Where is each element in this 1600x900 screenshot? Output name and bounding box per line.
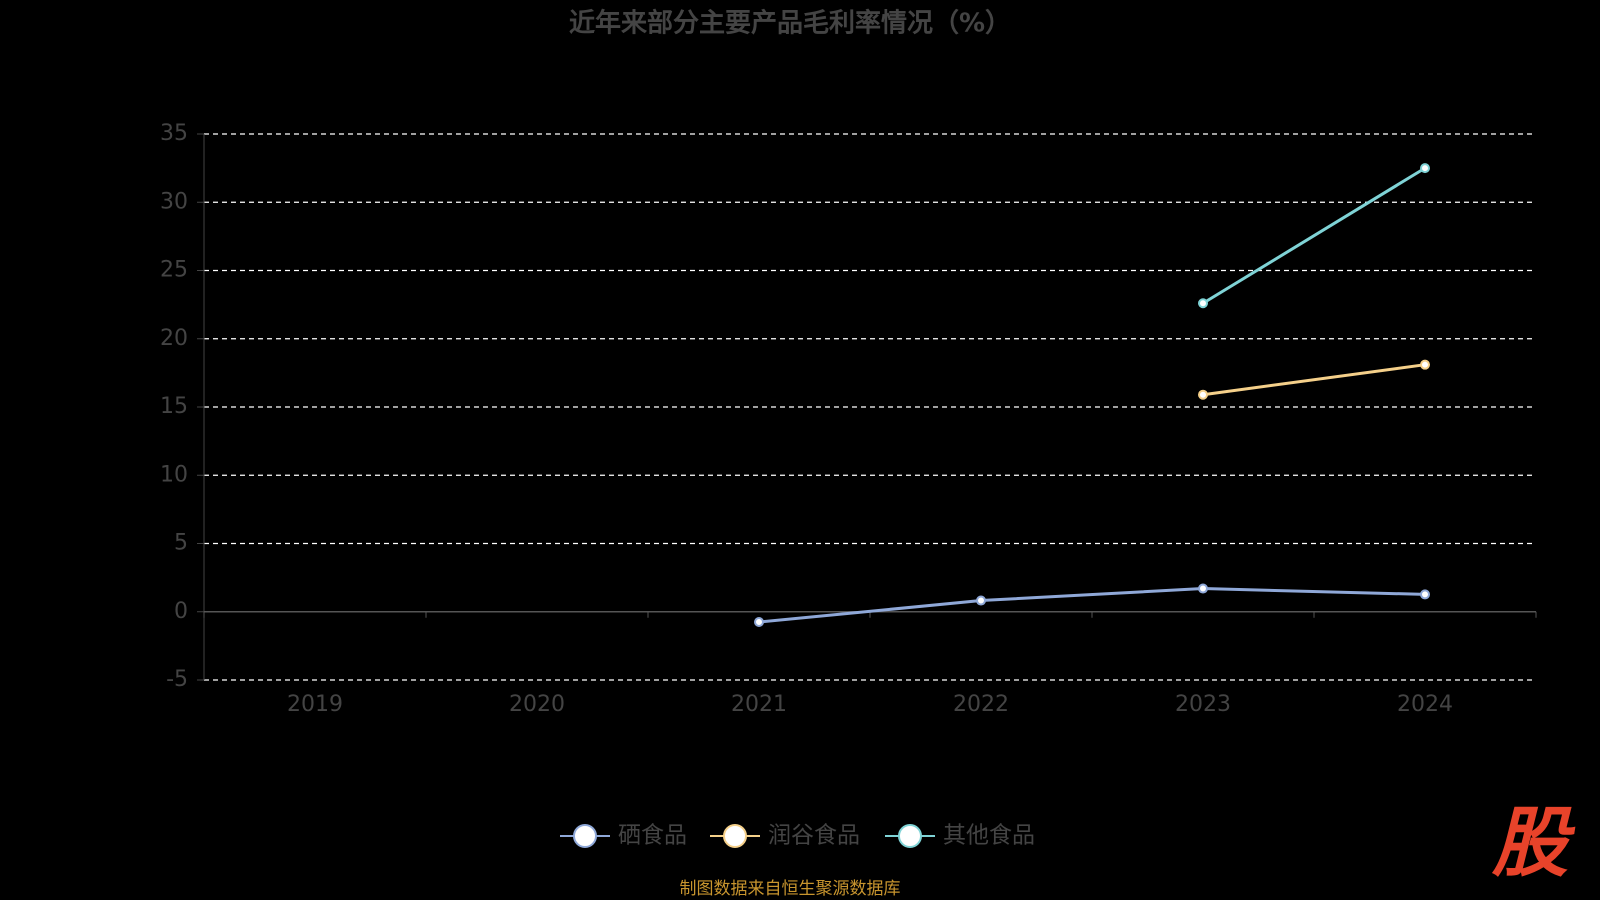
y-tick-label: -5 xyxy=(166,667,188,692)
y-tick-label: 35 xyxy=(160,121,188,146)
y-tick-label: 10 xyxy=(160,462,188,487)
x-tick-label: 2024 xyxy=(1397,692,1453,717)
x-tick-label: 2020 xyxy=(509,692,565,717)
data-point xyxy=(754,616,764,627)
legend-marker xyxy=(898,824,922,848)
data-point xyxy=(1420,163,1430,174)
y-tick-label: 30 xyxy=(160,189,188,214)
data-point xyxy=(1198,389,1208,400)
logo: 股 xyxy=(1491,798,1576,887)
legend-marker xyxy=(573,824,597,848)
data-point xyxy=(976,595,986,606)
y-tick-label: 15 xyxy=(160,394,188,419)
chart-title: 近年来部分主要产品毛利率情况（%） xyxy=(569,8,1011,39)
x-tick-label: 2023 xyxy=(1175,692,1231,717)
x-tick-label: 2021 xyxy=(731,692,787,717)
x-tick-label: 2022 xyxy=(953,692,1009,717)
y-tick-label: 5 xyxy=(174,531,188,556)
data-point xyxy=(1198,298,1208,309)
x-tick-label: 2019 xyxy=(287,692,343,717)
legend-label: 其他食品 xyxy=(943,823,1035,849)
data-point xyxy=(1420,359,1430,370)
legend-marker xyxy=(723,824,747,848)
series-line xyxy=(1202,166,1426,305)
source-note: 制图数据来自恒生聚源数据库 xyxy=(680,879,901,899)
series-line xyxy=(1202,363,1426,397)
y-tick-label: 0 xyxy=(174,599,188,624)
y-tick-label: 20 xyxy=(160,326,188,351)
series-line xyxy=(758,587,1426,624)
legend-label: 硒食品 xyxy=(618,823,687,849)
y-tick-label: 25 xyxy=(160,258,188,283)
data-point xyxy=(1198,583,1208,594)
data-point xyxy=(1420,589,1430,600)
legend-label: 润谷食品 xyxy=(768,823,860,849)
